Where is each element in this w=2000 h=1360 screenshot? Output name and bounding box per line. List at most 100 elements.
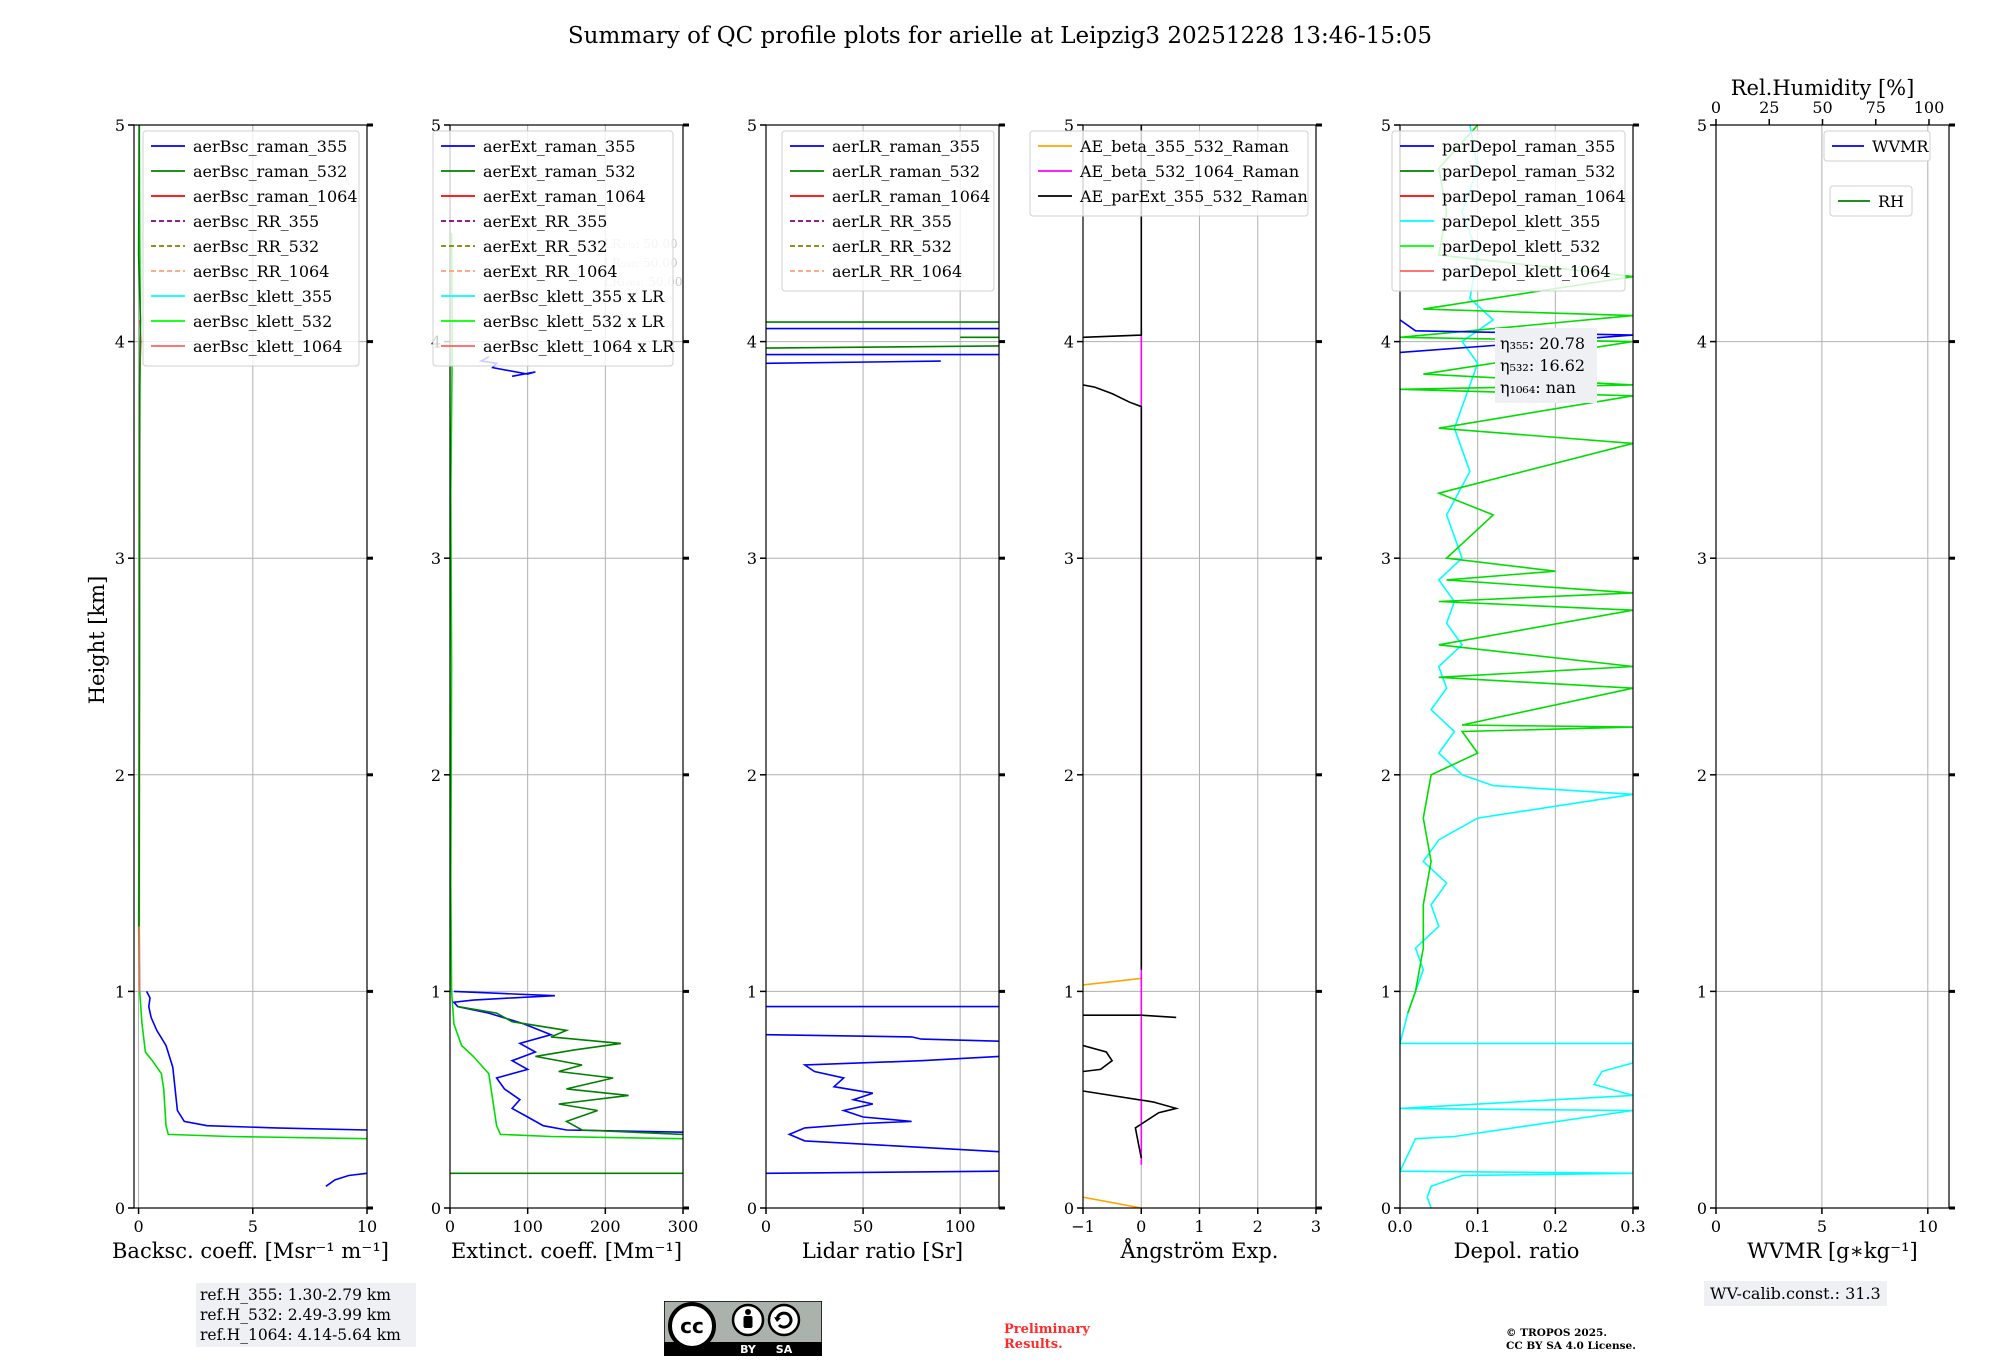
axes-frame <box>1399 124 1634 1209</box>
x-tick-label: 3 <box>1311 1217 1321 1236</box>
series-parDepol_klett_355 <box>1400 125 1633 1208</box>
y-tick-label: 0 <box>115 1199 125 1218</box>
x-tick-label: 5 <box>248 1217 258 1236</box>
y-tick-label: 3 <box>115 549 125 568</box>
y-tick-label: 5 <box>1697 116 1707 135</box>
axes-frame <box>1715 124 1950 1209</box>
series-aerLR_raman_355 <box>766 1170 999 1175</box>
x-axis-label: Ångström Exp. <box>1120 1238 1279 1263</box>
x-tick-label: 2 <box>1253 1217 1263 1236</box>
cc-by-sa-badge[interactable]: cc BY SA <box>664 1301 822 1356</box>
x-tick-label: 5 <box>1817 1217 1827 1236</box>
legend-label: aerBsc_RR_1064 <box>193 262 329 281</box>
top-tick-label: 50 <box>1812 98 1832 117</box>
copyright-line-2: CC BY SA 4.0 License. <box>1506 1340 1636 1352</box>
cc-badge-by-label: BY <box>740 1343 757 1356</box>
y-tick-label: 5 <box>1381 116 1391 135</box>
x-axis-label: Extinct. coeff. [Mm⁻¹] <box>451 1239 682 1263</box>
legend-label: RH <box>1878 192 1904 211</box>
y-tick-label: 0 <box>1381 1199 1391 1218</box>
legend-label: aerBsc_raman_1064 <box>193 187 358 206</box>
wv-calibration-box: WV-calib.const.: 31.3 <box>1704 1281 1887 1306</box>
y-tick-label: 0 <box>747 1199 757 1218</box>
legend-label: aerBsc_klett_1064 x LR <box>483 337 675 356</box>
cc-badge-mark: cc <box>680 1314 704 1338</box>
x-tick-label: 0 <box>761 1217 771 1236</box>
series-aerExt_raman_355 <box>452 990 683 1133</box>
panel-bsc: 0 1 2 3 4 5 0 5 10 Backsc. coeff. [Msr⁻¹ m⁻¹] aerB… <box>112 116 389 1263</box>
y-tick-label: 4 <box>1697 333 1707 352</box>
x-tick-label: 0.2 <box>1543 1217 1568 1236</box>
series-AE_parExt_355_532_Raman_d <box>1083 384 1143 970</box>
series-AE_parExt_355_532_Raman_b <box>1083 1044 1114 1073</box>
y-tick-label: 1 <box>115 982 125 1001</box>
y-tick-label: 3 <box>1697 549 1707 568</box>
y-tick-label: 5 <box>115 116 125 135</box>
series-AE_parExt_355_532_Raman_c <box>1083 1014 1177 1019</box>
y-tick-label: 4 <box>1064 333 1074 352</box>
series-AE_beta_355_532_Raman_b <box>1083 974 1143 986</box>
axes-frame <box>449 124 684 1209</box>
eta-text: η₃₅₅: 20.78 <box>1500 334 1585 353</box>
x-tick-label: 10 <box>1918 1217 1938 1236</box>
y-tick-label: 0 <box>1697 1199 1707 1218</box>
legend-box <box>142 130 360 367</box>
x-tick-label: 0 <box>1711 1217 1721 1236</box>
x-tick-label: 300 <box>668 1217 699 1236</box>
series-group <box>766 321 999 1175</box>
x-tick-label: 50 <box>853 1217 873 1236</box>
legend-label: AE_beta_355_532_Raman <box>1079 137 1289 156</box>
copyright-line-1: © TROPOS 2025. <box>1506 1327 1608 1339</box>
series-aerLR_raman_355_e <box>766 360 941 365</box>
figure-title: Summary of QC profile plots for arielle … <box>568 23 1432 49</box>
legend-label: aerBsc_RR_532 <box>193 237 319 256</box>
y-tick-label: 1 <box>1381 982 1391 1001</box>
ref-height-355: ref.H_355: 1.30-2.79 km <box>200 1286 391 1304</box>
axes-frame <box>133 124 368 1209</box>
x-tick-label: 0 <box>1136 1217 1146 1236</box>
legend-label: aerBsc_klett_355 <box>193 287 332 306</box>
x-tick-label: 200 <box>590 1217 621 1236</box>
reference-heights-box: ref.H_355: 1.30-2.79 km ref.H_532: 2.49-… <box>196 1283 416 1347</box>
x-axis-label: Backsc. coeff. [Msr⁻¹ m⁻¹] <box>112 1239 389 1263</box>
legend-label: aerExt_RR_532 <box>483 237 607 256</box>
sa-icon <box>767 1303 801 1337</box>
x-tick-label: 0 <box>445 1217 455 1236</box>
y-tick-label: 2 <box>747 766 757 785</box>
series-group <box>137 125 367 1187</box>
y-tick-label: 5 <box>431 116 441 135</box>
y-tick-label: 2 <box>115 766 125 785</box>
top-axis-label: Rel.Humidity [%] <box>1731 76 1915 100</box>
y-tick-label: 3 <box>1381 549 1391 568</box>
series-aerExt_raman_532 <box>457 1005 683 1136</box>
y-tick-label: 3 <box>1064 549 1074 568</box>
legend-box <box>1829 185 1913 217</box>
x-tick-label: 100 <box>512 1217 543 1236</box>
legend-label: aerBsc_klett_1064 <box>193 337 342 356</box>
legend-label: AE_beta_532_1064_Raman <box>1079 162 1299 181</box>
legend-label: aerLR_raman_355 <box>832 137 980 156</box>
top-tick-label: 100 <box>1914 98 1945 117</box>
legend-label: aerLR_raman_1064 <box>832 187 990 206</box>
legend-label: aerExt_raman_1064 <box>483 187 646 206</box>
legend-label: WVMR <box>1872 137 1929 156</box>
y-tick-label: 2 <box>431 766 441 785</box>
y-tick-label: 2 <box>1064 766 1074 785</box>
y-tick-label: 0 <box>431 1199 441 1218</box>
by-icon <box>731 1303 765 1337</box>
legend-label: aerExt_raman_532 <box>483 162 636 181</box>
x-tick-label: 0.0 <box>1387 1217 1412 1236</box>
legend-label: aerBsc_klett_355 x LR <box>483 287 665 306</box>
x-tick-label: 0 <box>133 1217 143 1236</box>
legend-label: parDepol_raman_355 <box>1442 137 1615 156</box>
legend-label: aerLR_RR_355 <box>832 212 952 231</box>
legend-label: aerBsc_raman_355 <box>193 137 347 156</box>
legend-label: aerLR_raman_532 <box>832 162 980 181</box>
x-axis-label: Lidar ratio [Sr] <box>802 1239 963 1263</box>
series-aerBsc_klett_355 <box>325 1172 367 1187</box>
legend-box <box>1391 130 1626 292</box>
eta-text: η₁₀₆₄: nan <box>1500 378 1576 397</box>
x-tick-label: 0.1 <box>1465 1217 1490 1236</box>
